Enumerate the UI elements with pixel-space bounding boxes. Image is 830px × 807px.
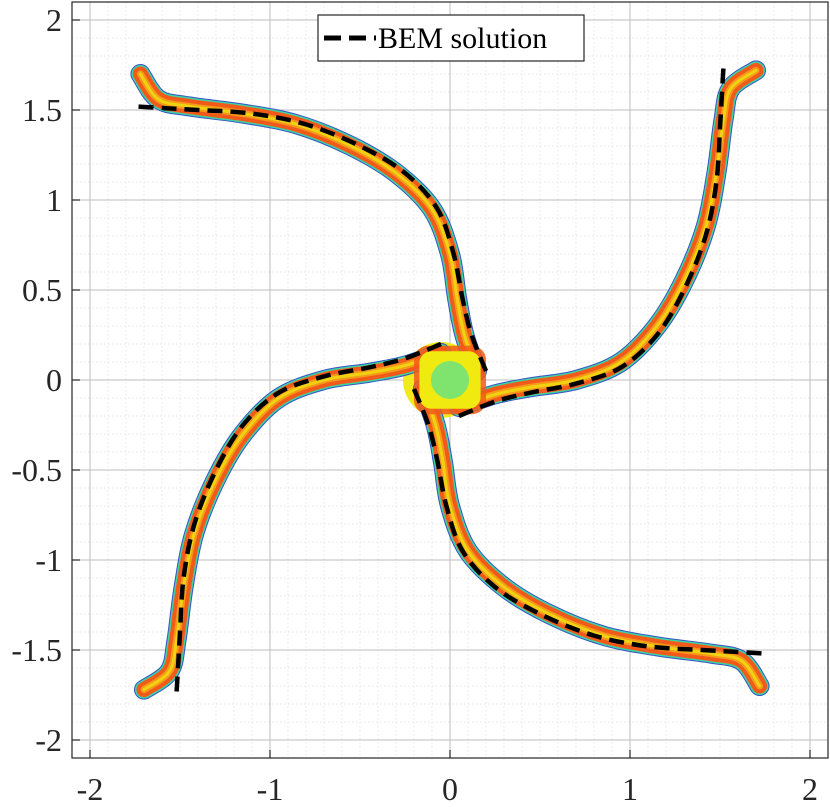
x-tick-labels: -2 -1 0 1 2	[77, 771, 818, 807]
x-tick-label: -1	[257, 771, 284, 807]
field-arm-yellow	[421, 387, 762, 688]
y-tick-label: -0.5	[11, 452, 62, 488]
legend-entry-label: BEM solution	[378, 22, 547, 55]
field-center-cyan	[431, 361, 469, 399]
bem-dashed-arm	[174, 341, 442, 696]
y-tick-label: 2	[46, 2, 62, 38]
bem-solution-curves	[134, 64, 766, 696]
bem-dashed-arm	[134, 104, 489, 372]
x-tick-label: 1	[622, 771, 638, 807]
field-contour	[130, 60, 770, 700]
bem-dashed-arm	[458, 64, 726, 419]
y-tick-labels: -2 -1.5 -1 -0.5 0 0.5 1 1.5 2	[11, 2, 62, 758]
y-tick-label: -2	[35, 722, 62, 758]
y-tick-label: -1	[35, 542, 62, 578]
legend: BEM solution	[317, 14, 585, 62]
field-arm-yellow	[457, 68, 758, 409]
y-tick-label: 0.5	[22, 272, 62, 308]
x-tick-label: 0	[442, 771, 458, 807]
field-arm-yellow	[138, 72, 479, 373]
x-tick-label: -2	[77, 771, 104, 807]
y-tick-label: 1	[46, 182, 62, 218]
x-tick-label: 2	[802, 771, 818, 807]
y-tick-label: 1.5	[22, 92, 62, 128]
axis-ticks	[72, 19, 811, 758]
y-tick-label: -1.5	[11, 632, 62, 668]
field-arm-yellow	[142, 351, 443, 692]
y-tick-label: 0	[46, 362, 62, 398]
bem-dashed-arm	[411, 388, 766, 656]
